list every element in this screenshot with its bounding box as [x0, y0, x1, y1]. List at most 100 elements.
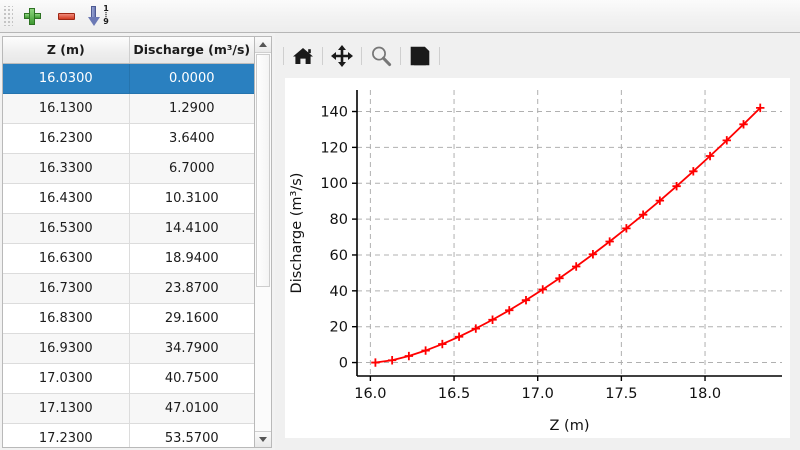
cell-discharge[interactable]: 1.2900: [129, 93, 254, 124]
series-marker: [421, 346, 430, 355]
toolbar-divider: [400, 46, 401, 65]
cell-z[interactable]: 16.0300: [3, 63, 130, 94]
table-row[interactable]: 16.1300 1.2900: [3, 93, 254, 124]
series-marker: [638, 210, 648, 219]
minus-icon: [57, 12, 75, 20]
x-tick-label: 16.5: [438, 386, 470, 402]
column-header-z[interactable]: Z (m): [3, 37, 130, 64]
cell-z[interactable]: 16.4300: [3, 183, 130, 214]
home-icon: [293, 47, 313, 64]
rating-curve-table-panel: Z (m) Discharge (m³/s) 16.0300 0.0000 16.1…: [0, 33, 275, 450]
caret-up-icon: [259, 42, 267, 47]
table-row[interactable]: 17.0300 40.7500: [3, 363, 254, 394]
toolbar-divider: [439, 46, 440, 65]
scroll-down-button[interactable]: [255, 431, 271, 447]
chart-canvas[interactable]: 0 20 40 60 80 100 120 140 16.0 16.5 17.0 17.5 18.0 Z …: [285, 78, 790, 438]
save-button[interactable]: [401, 39, 439, 73]
remove-row-button[interactable]: [49, 2, 83, 31]
cell-z[interactable]: 17.1300: [3, 393, 130, 424]
cell-z[interactable]: 16.7300: [3, 273, 130, 304]
caret-down-icon: [259, 437, 267, 442]
cell-z[interactable]: 16.8300: [3, 303, 130, 334]
toolbar-divider: [283, 46, 284, 65]
series-marker: [622, 224, 631, 233]
sort-digit-top: 1: [103, 3, 109, 13]
matplotlib-navigation-toolbar: [275, 33, 800, 78]
cell-discharge[interactable]: 18.9400: [129, 243, 254, 274]
zoom-button[interactable]: [362, 39, 400, 73]
cell-z[interactable]: 16.2300: [3, 123, 130, 154]
sort-ascending-button[interactable]: 1 ⋮ 9: [83, 2, 117, 31]
cell-discharge[interactable]: 14.4100: [129, 213, 254, 244]
cell-discharge[interactable]: 40.7500: [129, 363, 254, 394]
series-marker: [605, 237, 614, 246]
scrollbar-thumb[interactable]: [256, 54, 270, 287]
scroll-up-button[interactable]: [255, 37, 271, 53]
series-marker: [689, 167, 698, 176]
table-row[interactable]: 16.7300 23.8700: [3, 273, 254, 304]
y-tick-label: 0: [339, 356, 348, 372]
cell-discharge[interactable]: 53.5700: [129, 423, 254, 447]
cell-z[interactable]: 17.2300: [3, 423, 130, 447]
table-header-row: Z (m) Discharge (m³/s): [3, 37, 254, 64]
cell-z[interactable]: 16.9300: [3, 333, 130, 364]
table-row[interactable]: 16.9300 34.7900: [3, 333, 254, 364]
toolbar-drag-handle[interactable]: [3, 6, 13, 26]
discharge-rating-curve-chart: 0 20 40 60 80 100 120 140 16.0 16.5 17.0 17.5 18.0 Z …: [289, 90, 782, 434]
cell-discharge[interactable]: 29.1600: [129, 303, 254, 334]
cell-z[interactable]: 17.0300: [3, 363, 130, 394]
y-tick-label: 60: [330, 248, 348, 264]
series-marker: [722, 136, 731, 145]
table-row[interactable]: 16.3300 6.7000: [3, 153, 254, 184]
cell-discharge[interactable]: 34.7900: [129, 333, 254, 364]
cell-discharge[interactable]: 0.0000: [129, 63, 254, 94]
floppy-disk-icon: [410, 46, 430, 65]
y-tick-label: 40: [330, 284, 348, 300]
table-viewport[interactable]: Z (m) Discharge (m³/s) 16.0300 0.0000 16.1…: [2, 36, 254, 448]
cell-discharge[interactable]: 3.6400: [129, 123, 254, 154]
cell-z[interactable]: 16.3300: [3, 153, 130, 184]
cell-discharge[interactable]: 10.3100: [129, 183, 254, 214]
series-line: [375, 107, 761, 364]
cell-z[interactable]: 16.5300: [3, 213, 130, 244]
home-button[interactable]: [284, 39, 322, 73]
x-tick-label: 17.0: [522, 386, 554, 402]
table-row[interactable]: 16.5300 14.4100: [3, 213, 254, 244]
table-row[interactable]: 16.8300 29.1600: [3, 303, 254, 334]
series-marker: [588, 250, 598, 259]
series-marker: [488, 315, 497, 324]
y-axis-label: Discharge (m³/s): [289, 173, 305, 294]
cell-z[interactable]: 16.1300: [3, 93, 130, 124]
move-arrows-icon: [331, 44, 353, 67]
table-row[interactable]: 17.1300 47.0100: [3, 393, 254, 424]
add-row-button[interactable]: [15, 2, 49, 31]
series-marker: [505, 306, 514, 315]
series-marker: [538, 285, 547, 294]
table-row[interactable]: 16.2300 3.6400: [3, 123, 254, 154]
table-vertical-scrollbar[interactable]: [254, 36, 272, 448]
series-marker: [438, 339, 447, 349]
table-row[interactable]: 17.2300 53.5700: [3, 423, 254, 447]
table-row[interactable]: 16.4300 10.3100: [3, 183, 254, 214]
y-tick-label: 80: [330, 212, 348, 228]
series-marker: [471, 324, 480, 333]
cell-discharge[interactable]: 6.7000: [129, 153, 254, 184]
x-tick-label: 16.0: [354, 386, 386, 402]
table-row[interactable]: 16.6300 18.9400: [3, 243, 254, 274]
table-body: 16.0300 0.0000 16.1300 1.2900 16.2300 3.6400 1…: [3, 63, 254, 447]
plus-icon: [23, 7, 41, 25]
table-row[interactable]: 16.0300 0.0000: [3, 63, 254, 94]
series-marker: [672, 181, 681, 191]
series-marker: [705, 151, 715, 161]
series-marker: [756, 103, 765, 113]
column-header-discharge[interactable]: Discharge (m³/s): [129, 37, 254, 64]
cell-z[interactable]: 16.6300: [3, 243, 130, 274]
x-axis-label: Z (m): [550, 418, 590, 434]
series-markers: [371, 103, 765, 367]
pan-button[interactable]: [323, 39, 361, 73]
cell-discharge[interactable]: 23.8700: [129, 273, 254, 304]
toolbar-divider: [361, 46, 362, 65]
sort-ascending-icon: 1 ⋮ 9: [88, 3, 111, 27]
cell-discharge[interactable]: 47.0100: [129, 393, 254, 424]
